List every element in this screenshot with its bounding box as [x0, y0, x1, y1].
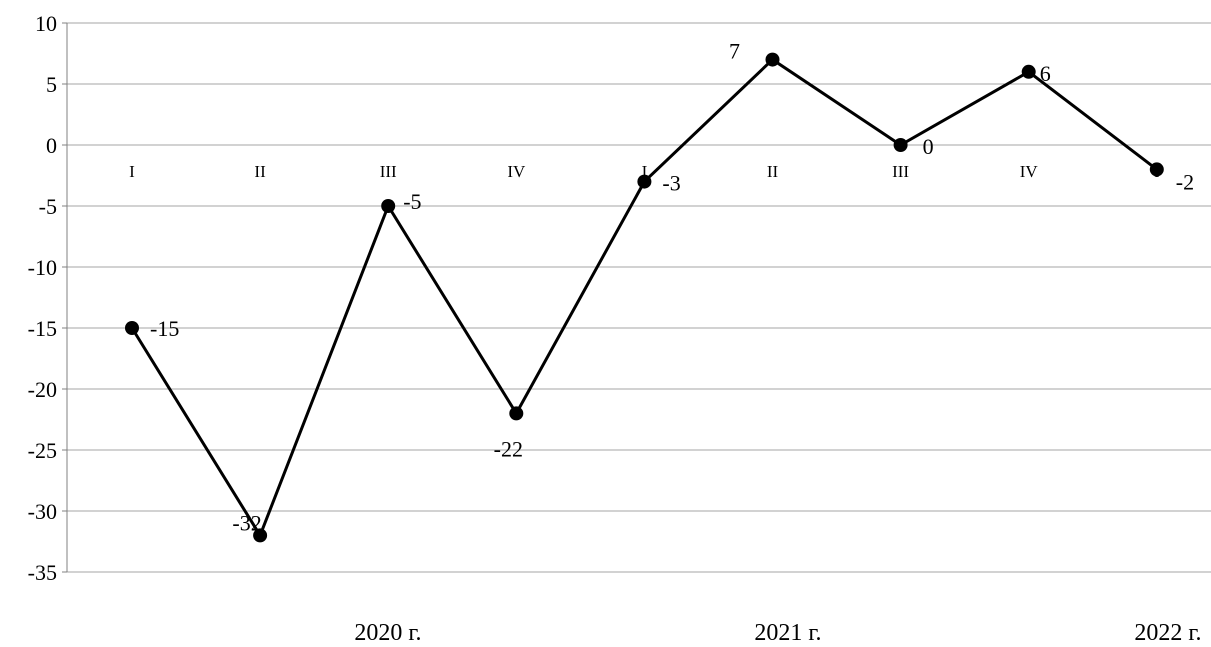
data-point: [509, 406, 524, 421]
data-point: [1021, 64, 1036, 79]
data-point: [1149, 162, 1164, 177]
x-tick-label: II: [254, 162, 266, 181]
y-tick-labels: 10 5 0 -5 -10 -15 -20 -25 -30 -35: [28, 11, 57, 585]
x-tick-label: IV: [1020, 162, 1039, 181]
y-tick-label: 5: [46, 72, 57, 97]
y-tick-label: -10: [28, 255, 57, 280]
data-label: -5: [403, 189, 421, 214]
x-tick-labels: IIIIIIIVIIIIIIIVI: [129, 162, 1160, 181]
y-tick-label: -30: [28, 499, 57, 524]
data-label: 6: [1040, 61, 1051, 86]
data-label: 7: [729, 39, 740, 64]
data-label: 0: [923, 134, 934, 159]
x-tick-label: III: [380, 162, 397, 181]
data-point: [381, 199, 396, 213]
data-point: [893, 138, 908, 152]
year-group-label: 2022 г.: [1134, 620, 1201, 642]
year-group-label: 2021 г.: [754, 620, 821, 642]
data-labels: -15 -32 -5 -22 -3 7 0 6 -2: [150, 39, 1194, 536]
y-tick-label: -20: [28, 377, 57, 402]
data-point: [125, 321, 139, 335]
gridlines: [67, 22, 1211, 573]
year-group-label: 2020 г.: [354, 620, 421, 642]
data-label: -22: [494, 436, 523, 461]
series-line: [130, 57, 1158, 539]
x-tick-label: IV: [507, 162, 526, 181]
y-tick-label: 10: [35, 11, 57, 36]
y-tick-label: -5: [39, 194, 57, 219]
series-line: [130, 57, 1158, 539]
y-tick-label: -15: [28, 316, 57, 341]
data-label: -15: [150, 316, 179, 341]
y-tick-label: -25: [28, 438, 57, 463]
y-tick-label: 0: [46, 133, 57, 158]
x-tick-label: III: [892, 162, 909, 181]
data-label: -3: [662, 171, 680, 196]
data-label: -2: [1176, 169, 1194, 194]
data-points: [125, 52, 1164, 543]
axes: [62, 22, 68, 573]
x-tick-label: I: [129, 162, 135, 181]
x-tick-label: II: [767, 162, 779, 181]
year-group-labels: 2020 г. 2021 г. 2022 г.: [354, 620, 1201, 646]
data-point: [253, 528, 268, 543]
x-tick-label: I: [642, 162, 648, 181]
data-label: -32: [232, 510, 261, 535]
y-tick-label: -35: [28, 560, 57, 585]
data-point: [637, 174, 652, 189]
data-point: [765, 52, 780, 67]
